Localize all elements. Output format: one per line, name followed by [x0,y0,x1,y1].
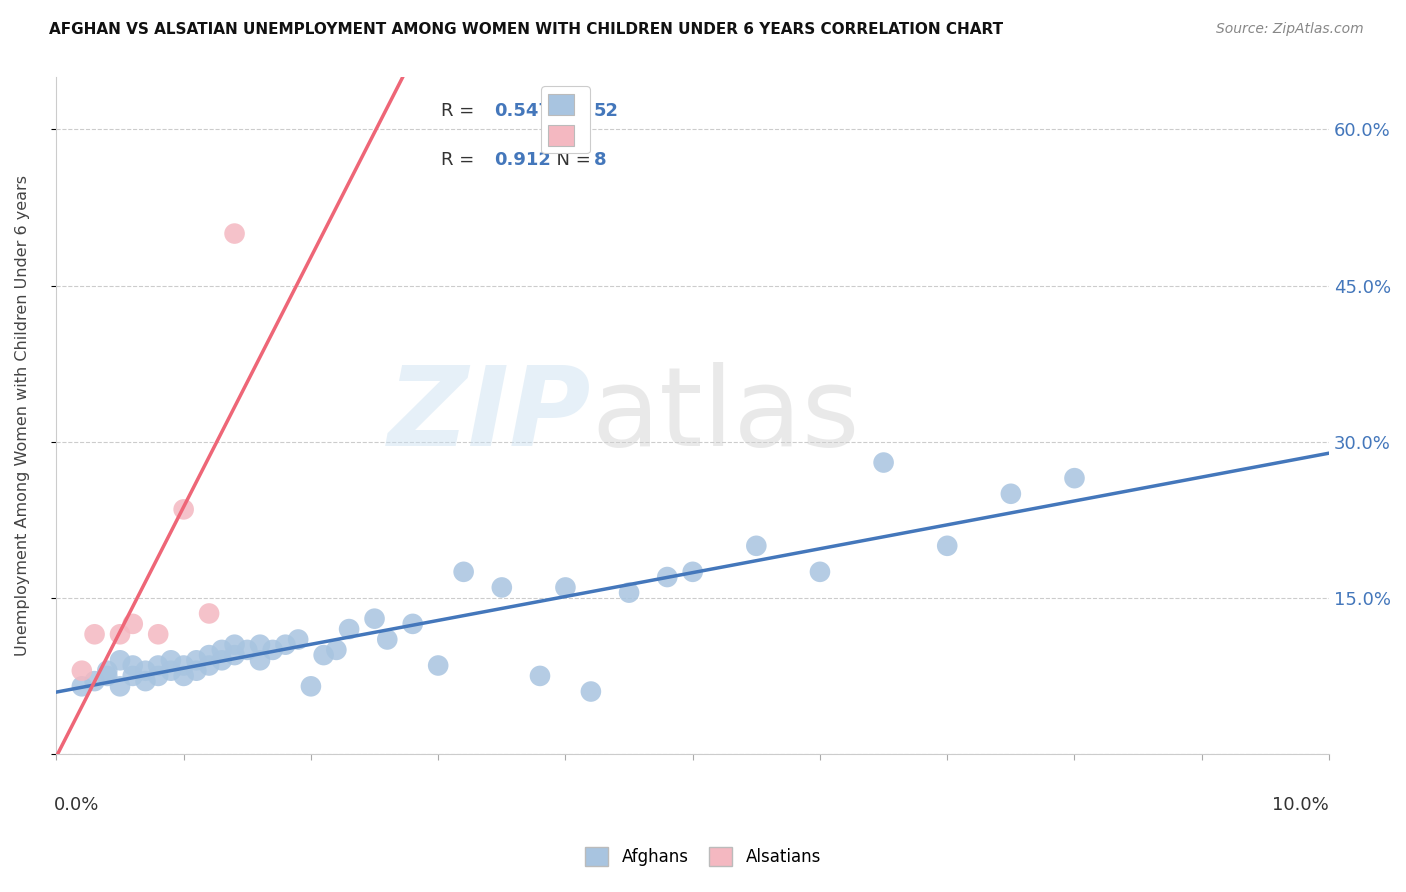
Text: Source: ZipAtlas.com: Source: ZipAtlas.com [1216,22,1364,37]
Legend: Afghans, Alsatians: Afghans, Alsatians [578,840,828,873]
Point [657,570,679,584]
Point [529,669,551,683]
Point [224,227,246,241]
Point [198,607,221,621]
Point [211,653,233,667]
Y-axis label: Unemployment Among Women with Children Under 6 years: Unemployment Among Women with Children U… [15,175,30,657]
Point [211,643,233,657]
Point [453,565,475,579]
Point [402,616,425,631]
Point [108,679,131,693]
Text: R =: R = [440,103,479,120]
Point [121,616,143,631]
Point [70,679,93,693]
Point [375,632,398,647]
Point [617,585,640,599]
Point [224,648,246,662]
Point [312,648,335,662]
Point [491,581,513,595]
Text: ZIP: ZIP [388,362,591,469]
Point [96,669,118,683]
Point [83,674,105,689]
Legend: , : , [541,87,589,153]
Point [121,658,143,673]
Text: 0.912: 0.912 [494,151,551,169]
Point [70,664,93,678]
Point [96,664,118,678]
Point [249,653,271,667]
Point [808,565,831,579]
Point [121,669,143,683]
Point [274,638,297,652]
Point [299,679,322,693]
Point [186,653,208,667]
Point [160,653,183,667]
Text: N =: N = [546,103,596,120]
Point [83,627,105,641]
Point [262,643,284,657]
Point [287,632,309,647]
Point [249,638,271,652]
Point [148,627,170,641]
Point [198,658,221,673]
Text: 10.0%: 10.0% [1272,796,1329,814]
Point [427,658,450,673]
Point [108,653,131,667]
Text: 52: 52 [593,103,619,120]
Point [160,664,183,678]
Point [363,612,385,626]
Point [198,648,221,662]
Point [337,622,360,636]
Point [186,664,208,678]
Point [1063,471,1085,485]
Point [745,539,768,553]
Point [936,539,959,553]
Point [579,684,602,698]
Text: AFGHAN VS ALSATIAN UNEMPLOYMENT AMONG WOMEN WITH CHILDREN UNDER 6 YEARS CORRELAT: AFGHAN VS ALSATIAN UNEMPLOYMENT AMONG WO… [49,22,1004,37]
Text: atlas: atlas [591,362,859,469]
Point [325,643,347,657]
Point [173,502,195,516]
Text: 8: 8 [593,151,606,169]
Point [173,669,195,683]
Point [148,669,170,683]
Text: 0.547: 0.547 [494,103,551,120]
Text: N =: N = [546,151,596,169]
Point [224,638,246,652]
Point [872,456,894,470]
Point [148,658,170,673]
Point [173,658,195,673]
Point [554,581,576,595]
Text: R =: R = [440,151,479,169]
Point [682,565,704,579]
Point [134,674,156,689]
Point [1000,487,1022,501]
Point [108,627,131,641]
Point [134,664,156,678]
Point [236,643,259,657]
Text: 0.0%: 0.0% [53,796,100,814]
